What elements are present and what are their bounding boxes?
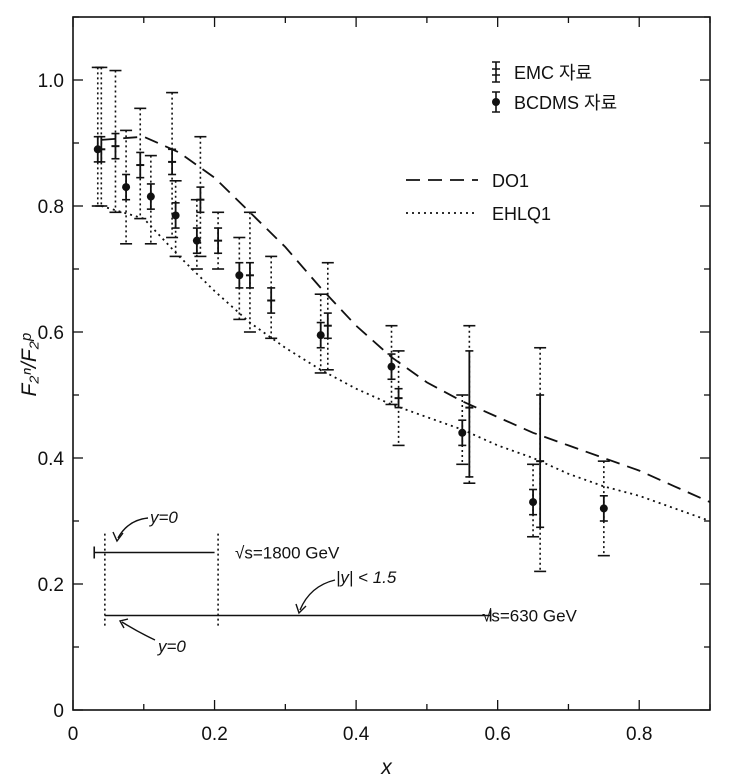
bcdms-point (385, 324, 398, 406)
y-tick-label: 0.6 (38, 323, 64, 344)
range-630-arrow (121, 621, 156, 641)
plot-frame (72, 16, 711, 711)
x-tick-label: 0.2 (201, 724, 227, 745)
bcdms-marker (529, 498, 538, 507)
range-1800-arrow (117, 517, 149, 539)
y-tick-label: 1.0 (38, 71, 64, 92)
kinematic-range-annotations: √s=1800 GeV y=0 √s=630 GeV y=0 |y| < 1.5 (93, 508, 578, 656)
bcdms-marker (458, 428, 467, 437)
bcdms-marker (146, 192, 155, 201)
emc-point (534, 346, 547, 573)
emc-point (109, 69, 122, 214)
y-tick-label: 0.4 (38, 449, 65, 470)
x-tick-label: 0 (68, 724, 79, 745)
rapidity-cut-arrowhead (295, 603, 307, 615)
y-tick-label: 0.2 (38, 575, 64, 596)
emc-point (134, 107, 147, 220)
curve-do1 (101, 135, 711, 503)
x-tick-label: 0.4 (343, 724, 370, 745)
range-1800-y-label: y=0 (149, 508, 178, 527)
emc-point (243, 211, 256, 333)
bcdms-point (233, 236, 246, 321)
range-630-y-label: y=0 (157, 637, 186, 656)
axes: 0 0.2 0.4 0.6 0.8 0 0.2 0.4 0.6 0.8 1.0 x F₂ⁿ/F₂ᵖ (18, 16, 711, 779)
emc-point (321, 261, 334, 371)
emc-point (212, 211, 225, 270)
bcdms-marker (387, 362, 396, 371)
data-points (91, 66, 610, 573)
x-axis-label: x (380, 756, 393, 779)
emc-point (392, 350, 405, 447)
y-axis-label: F₂ⁿ/F₂ᵖ (18, 333, 41, 396)
bcdms-point (120, 129, 133, 245)
bcdms-marker (122, 183, 131, 192)
curve-ehlq1 (101, 205, 711, 522)
bcdms-point (169, 180, 182, 258)
x-tick-label: 0.6 (484, 724, 510, 745)
legend-emc-label: EMC 자료 (514, 63, 592, 83)
range-1800-arrowhead (112, 531, 124, 543)
range-630-label: √s=630 GeV (482, 607, 578, 626)
bcdms-marker (599, 504, 608, 513)
rapidity-cut-arrow (299, 579, 336, 611)
x-tick-label: 0.8 (626, 724, 652, 745)
bcdms-marker (235, 271, 244, 280)
bcdms-marker (316, 331, 325, 340)
rapidity-cut-label: |y| < 1.5 (336, 568, 397, 587)
emc-point (166, 91, 179, 239)
bcdms-point (190, 198, 203, 270)
bcdms-point (314, 293, 327, 374)
legend: EMC 자료 BCDMS 자료 DO1 EHLQ1 (406, 61, 617, 224)
bcdms-marker (93, 145, 102, 154)
range-630-arrowhead (118, 618, 129, 629)
bcdms-point (597, 460, 610, 557)
emc-point (463, 324, 476, 485)
bcdms-point (144, 154, 157, 245)
bcdms-point (91, 66, 104, 207)
bcdms-point (456, 394, 469, 466)
y-tick-label: 0 (53, 701, 64, 722)
bcdms-point (527, 463, 540, 538)
legend-bcdms-label: BCDMS 자료 (514, 93, 617, 113)
emc-point (265, 255, 278, 340)
theory-curves (101, 135, 711, 522)
legend-bcdms-dot (492, 98, 500, 106)
bcdms-marker (192, 236, 201, 245)
legend-do1-label: DO1 (492, 171, 529, 191)
range-1800-label: √s=1800 GeV (235, 544, 340, 563)
bcdms-marker (171, 211, 180, 220)
legend-ehlq1-label: EHLQ1 (492, 204, 551, 224)
y-tick-label: 0.8 (38, 197, 64, 218)
